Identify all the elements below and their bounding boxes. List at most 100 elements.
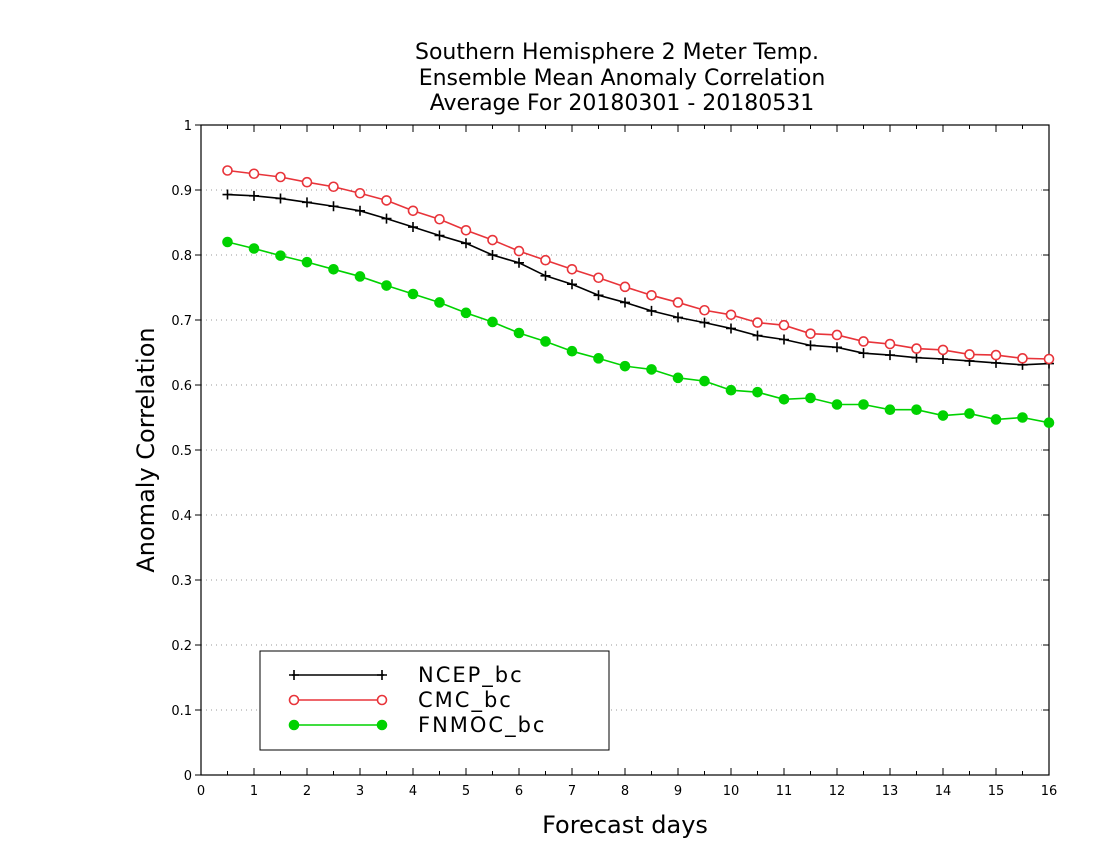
data-point-fnmoc-bc	[725, 384, 737, 396]
data-point-ncep-bc	[249, 190, 259, 201]
series-line-ncep-bc	[227, 193, 1050, 366]
chart-title: Southern Hemisphere 2 Meter Temp. Ensemb…	[415, 40, 825, 116]
data-point-ncep-bc	[514, 257, 524, 268]
x-tick-label: 10	[723, 784, 740, 799]
chart-title-line-3: Average For 20180301 - 20180531	[430, 91, 815, 116]
legend-label: FNMOC_bc	[418, 713, 546, 738]
data-point-fnmoc-bc	[778, 394, 790, 405]
legend-marker	[376, 694, 388, 706]
data-point-cmc-bc	[381, 195, 392, 206]
data-point-cmc-bc	[672, 297, 684, 308]
data-point-cmc-bc	[858, 336, 869, 347]
data-point-fnmoc-bc	[328, 264, 339, 275]
data-point-ncep-bc	[673, 312, 683, 323]
data-point-fnmoc-bc	[964, 408, 975, 419]
data-point-ncep-bc	[275, 193, 286, 204]
data-point-ncep-bc	[699, 317, 710, 328]
data-point-fnmoc-bc	[911, 404, 922, 416]
data-point-cmc-bc	[884, 338, 896, 350]
data-point-ncep-bc	[805, 340, 816, 351]
data-point-cmc-bc	[964, 349, 975, 360]
data-point-cmc-bc	[407, 205, 419, 217]
data-point-cmc-bc	[275, 171, 286, 183]
data-point-cmc-bc	[937, 344, 949, 356]
data-point-fnmoc-bc	[937, 410, 949, 421]
y-tick-label: 0.9	[171, 184, 192, 199]
x-tick-label: 3	[356, 784, 364, 799]
data-point-fnmoc-bc	[646, 364, 657, 375]
data-point-cmc-bc	[354, 187, 366, 199]
data-point-fnmoc-bc	[381, 280, 392, 291]
x-tick-label: 12	[829, 784, 846, 799]
data-point-ncep-bc	[461, 238, 471, 249]
y-tick-label: 0.3	[171, 574, 192, 589]
data-point-fnmoc-bc	[990, 414, 1002, 425]
legend-marker	[376, 719, 388, 731]
data-point-cmc-bc	[434, 213, 445, 225]
series-fnmoc-bc	[222, 236, 1055, 429]
data-point-fnmoc-bc	[752, 386, 763, 398]
data-point-fnmoc-bc	[434, 297, 445, 308]
x-tick-label: 7	[568, 784, 576, 799]
data-point-ncep-bc	[779, 334, 789, 345]
data-point-fnmoc-bc	[513, 327, 525, 339]
data-point-cmc-bc	[911, 343, 922, 354]
x-tick-label: 16	[1041, 784, 1058, 799]
x-axis-label: Forecast days	[542, 811, 708, 839]
data-point-ncep-bc	[408, 222, 418, 233]
data-point-ncep-bc	[222, 189, 233, 200]
y-tick-label: 1	[184, 119, 192, 134]
axis-ticks: 00.10.20.30.40.50.60.70.80.910 1 2 3 4 5 6 7 8 9 1…	[171, 119, 1057, 799]
y-axis-label: Anomaly Correlation	[132, 327, 160, 572]
data-point-fnmoc-bc	[248, 243, 260, 254]
legend-item-cmc-bc: CMC_bc	[288, 688, 511, 713]
data-point-fnmoc-bc	[222, 236, 233, 248]
data-point-cmc-bc	[752, 317, 763, 328]
y-tick-label: 0.7	[171, 314, 192, 329]
data-point-cmc-bc	[1043, 353, 1055, 365]
data-point-ncep-bc	[938, 354, 948, 364]
data-point-cmc-bc	[805, 328, 816, 339]
data-point-cmc-bc	[301, 176, 313, 188]
data-point-fnmoc-bc	[1017, 412, 1028, 423]
x-tick-label: 1	[250, 784, 258, 799]
data-point-ncep-bc	[752, 330, 763, 341]
data-point-fnmoc-bc	[699, 375, 710, 387]
legend-item-fnmoc-bc: FNMOC_bc	[288, 713, 546, 738]
data-point-fnmoc-bc	[831, 399, 843, 410]
chart-title-line-1: Southern Hemisphere 2 Meter Temp.	[415, 40, 819, 65]
x-tick-label: 14	[935, 784, 952, 799]
data-point-fnmoc-bc	[460, 307, 472, 319]
x-tick-label: 13	[882, 784, 899, 799]
data-point-cmc-bc	[540, 254, 551, 266]
data-point-ncep-bc	[328, 201, 339, 212]
data-point-fnmoc-bc	[566, 345, 578, 357]
x-tick-label: 6	[515, 784, 523, 799]
data-point-cmc-bc	[778, 319, 790, 331]
data-point-fnmoc-bc	[1043, 417, 1055, 429]
data-point-fnmoc-bc	[301, 256, 313, 268]
data-point-ncep-bc	[646, 305, 657, 316]
data-point-fnmoc-bc	[593, 353, 604, 364]
data-point-cmc-bc	[831, 329, 843, 341]
data-point-cmc-bc	[593, 272, 604, 284]
data-point-ncep-bc	[302, 197, 312, 208]
data-point-cmc-bc	[222, 165, 233, 176]
legend-marker	[289, 670, 299, 680]
data-point-ncep-bc	[593, 290, 604, 301]
data-point-ncep-bc	[832, 342, 842, 353]
data-point-fnmoc-bc	[354, 271, 366, 282]
x-tick-label: 11	[776, 784, 793, 799]
data-point-cmc-bc	[460, 225, 472, 236]
x-tick-label: 8	[621, 784, 629, 799]
data-point-ncep-bc	[885, 350, 895, 361]
data-point-fnmoc-bc	[884, 404, 896, 416]
x-tick-label: 9	[674, 784, 682, 799]
data-point-cmc-bc	[990, 349, 1002, 361]
data-point-fnmoc-bc	[540, 336, 551, 347]
data-point-ncep-bc	[540, 270, 551, 281]
legend-item-ncep-bc: NCEP_bc	[289, 663, 522, 688]
series-line-cmc-bc	[227, 169, 1050, 360]
data-point-ncep-bc	[620, 297, 630, 308]
